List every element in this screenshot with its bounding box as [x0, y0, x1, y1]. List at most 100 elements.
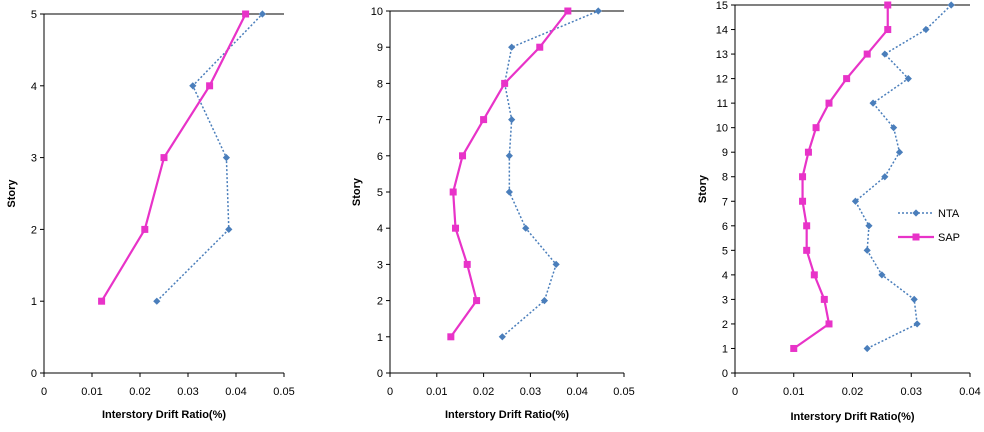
- data-point-nta: [863, 246, 871, 254]
- y-tick-label: 6: [377, 151, 383, 163]
- data-point-nta: [225, 225, 233, 233]
- data-point-nta: [869, 99, 877, 107]
- data-point-nta: [153, 297, 161, 305]
- y-tick-label: 7: [377, 115, 383, 127]
- data-point-sap: [206, 82, 214, 90]
- y-tick-label: 9: [722, 147, 728, 159]
- y-tick-label: 12: [716, 74, 728, 86]
- x-tick-label: 0.05: [273, 386, 294, 398]
- data-point-nta: [863, 344, 871, 353]
- y-tick-label: 1: [377, 332, 383, 344]
- data-point-nta: [540, 297, 549, 305]
- x-tick-label: 0.03: [901, 386, 922, 398]
- data-point-sap: [564, 7, 572, 15]
- data-point-sap: [242, 10, 250, 18]
- y-tick-label: 1: [722, 343, 728, 355]
- data-point-sap: [810, 271, 818, 279]
- data-point-nta: [522, 224, 530, 232]
- data-point-nta: [895, 148, 904, 156]
- data-point-sap: [863, 50, 871, 58]
- x-tick-label: 0.01: [783, 386, 804, 398]
- legend-marker-sap: [912, 233, 920, 241]
- legend-marker-nta: [912, 209, 920, 217]
- data-point-sap: [473, 297, 481, 305]
- series-line-nta: [156, 13, 263, 302]
- data-point-sap: [536, 43, 544, 51]
- x-tick-label: 0.02: [473, 386, 494, 398]
- data-point-sap: [825, 99, 833, 107]
- data-point-nta: [881, 173, 889, 181]
- data-point-sap: [452, 224, 460, 232]
- y-tick-label: 2: [377, 296, 383, 308]
- y-tick-label: 15: [716, 0, 728, 12]
- data-point-sap: [160, 154, 168, 162]
- y-tick-label: 3: [31, 153, 37, 165]
- data-point-sap: [884, 1, 892, 9]
- data-point-nta: [498, 333, 506, 341]
- data-point-nta: [881, 50, 889, 58]
- data-point-nta: [904, 75, 912, 83]
- data-point-sap: [803, 222, 811, 230]
- x-tick-label: 0.01: [81, 386, 102, 398]
- data-point-nta: [258, 10, 266, 18]
- y-tick-label: 5: [377, 187, 383, 199]
- data-point-sap: [480, 116, 488, 124]
- y-tick-label: 7: [722, 196, 728, 208]
- data-point-nta: [508, 43, 516, 51]
- y-tick-label: 5: [722, 245, 728, 257]
- x-tick-label: 0.04: [225, 386, 246, 398]
- y-tick-label: 0: [377, 368, 383, 380]
- y-tick-label: 8: [377, 78, 383, 90]
- y-tick-label: 9: [377, 42, 383, 54]
- y-tick-label: 4: [31, 81, 37, 93]
- data-point-nta: [552, 260, 560, 268]
- x-tick-label: 0: [732, 386, 738, 398]
- series-line-sap: [449, 10, 569, 338]
- data-point-sap: [843, 75, 851, 83]
- x-tick-label: 0.02: [842, 386, 863, 398]
- y-tick-label: 3: [722, 294, 728, 306]
- y-tick-label: 2: [31, 224, 37, 236]
- data-point-sap: [459, 152, 467, 160]
- series-line-sap: [793, 5, 889, 350]
- y-axis-title: Story: [6, 179, 18, 208]
- chart-panel-1: 0 0.01 0.02 0.03 0.04 0.05 0 1 2 3 4 5 Interstory Dr…: [6, 9, 295, 421]
- x-tick-label: 0: [41, 386, 47, 398]
- x-axis-title: Interstory Drift Ratio(%): [445, 409, 569, 421]
- data-point-nta: [594, 7, 602, 15]
- legend-label-sap: SAP: [938, 232, 960, 244]
- y-tick-label: 6: [722, 221, 728, 233]
- data-point-nta: [508, 116, 516, 124]
- data-point-sap: [463, 260, 471, 268]
- data-point-sap: [447, 333, 455, 341]
- y-tick-label: 4: [722, 270, 728, 282]
- data-point-nta: [189, 82, 197, 90]
- data-point-nta: [851, 197, 860, 205]
- data-point-sap: [790, 344, 798, 352]
- x-tick-label: 0: [387, 386, 393, 398]
- data-point-sap: [449, 188, 457, 196]
- data-point-nta: [865, 222, 873, 230]
- series-line-nta: [501, 10, 599, 338]
- chart-panel-3: 0 0.01 0.02 0.03 0.040123456789101112131415I…: [697, 0, 981, 423]
- x-tick-label: 0.02: [129, 386, 150, 398]
- y-tick-label: 3: [377, 259, 383, 271]
- data-point-nta: [947, 1, 955, 9]
- x-tick-label: 0.01: [426, 386, 447, 398]
- data-point-nta: [922, 25, 930, 34]
- y-tick-label: 14: [716, 25, 728, 37]
- data-point-sap: [141, 225, 149, 233]
- y-tick-label: 4: [377, 223, 383, 235]
- data-point-nta: [878, 271, 886, 279]
- data-point-nta: [910, 295, 918, 303]
- x-axis-title: Interstory Drift Ratio(%): [102, 409, 226, 421]
- y-tick-label: 10: [371, 6, 383, 18]
- y-axis-title: Story: [697, 174, 709, 203]
- data-point-sap: [825, 320, 833, 328]
- data-point-nta: [890, 124, 898, 132]
- data-point-sap: [812, 124, 820, 132]
- y-axis-title: Story: [351, 177, 363, 206]
- y-tick-label: 2: [722, 319, 728, 331]
- legend-label-nta: NTA: [938, 208, 960, 220]
